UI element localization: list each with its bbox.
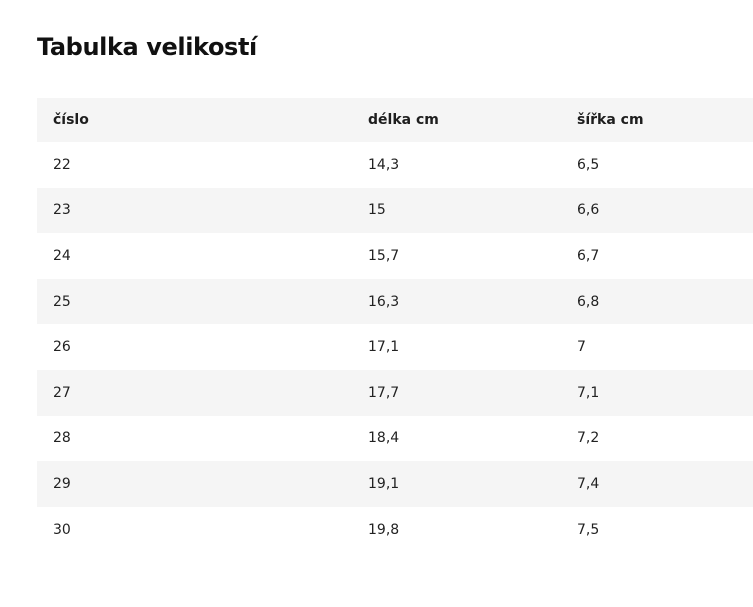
table-row: 24 15,7 6,7 [37, 233, 753, 279]
cell-width: 7,1 [577, 384, 600, 401]
cell-width: 6,7 [577, 247, 600, 264]
cell-width: 6,8 [577, 293, 600, 310]
page-title: Tabulka velikostí [37, 33, 257, 61]
cell-size: 25 [53, 293, 71, 310]
table-row: 28 18,4 7,2 [37, 416, 753, 462]
cell-size: 28 [53, 430, 71, 447]
table-row: 25 16,3 6,8 [37, 278, 753, 325]
table-row: 23 15 6,6 [37, 187, 753, 234]
header-size: číslo [53, 112, 89, 128]
table-row: 29 19,1 7,4 [37, 461, 753, 507]
cell-length: 17,7 [368, 384, 400, 401]
cell-length: 16,3 [368, 293, 400, 310]
cell-size: 29 [53, 475, 71, 492]
cell-size: 27 [53, 384, 71, 401]
cell-width: 7,5 [577, 521, 600, 538]
cell-width: 7 [577, 339, 586, 356]
cell-length: 18,4 [368, 430, 400, 447]
cell-size: 30 [53, 521, 71, 538]
size-table: číslo délka cm šířka cm 22 14,3 6,5 23 1… [37, 98, 753, 552]
cell-size: 22 [53, 156, 71, 173]
cell-size: 24 [53, 247, 71, 264]
table-row: 27 17,7 7,1 [37, 369, 753, 416]
cell-width: 7,4 [577, 475, 600, 492]
cell-width: 7,2 [577, 430, 600, 447]
cell-length: 19,8 [368, 521, 400, 538]
header-length: délka cm [368, 112, 439, 128]
table-row: 30 19,8 7,5 [37, 507, 753, 553]
cell-length: 15 [368, 202, 386, 219]
cell-length: 19,1 [368, 475, 400, 492]
cell-length: 15,7 [368, 247, 400, 264]
cell-width: 6,6 [577, 202, 600, 219]
table-header-row: číslo délka cm šířka cm [37, 98, 753, 142]
header-width: šířka cm [577, 112, 644, 128]
table-row: 26 17,1 7 [37, 324, 753, 370]
table-row: 22 14,3 6,5 [37, 142, 753, 188]
cell-width: 6,5 [577, 156, 600, 173]
cell-size: 26 [53, 339, 71, 356]
cell-size: 23 [53, 202, 71, 219]
cell-length: 14,3 [368, 156, 400, 173]
cell-length: 17,1 [368, 339, 400, 356]
